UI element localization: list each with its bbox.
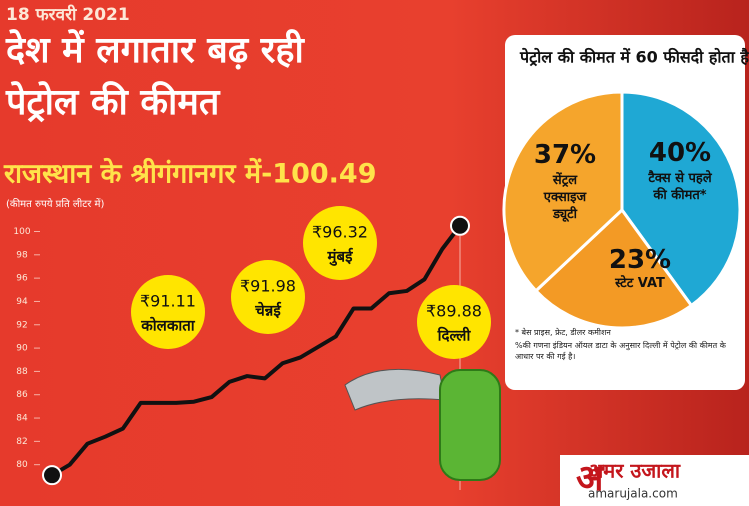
y-tick-label: 80 <box>16 460 28 470</box>
slice-value-label: 37% <box>533 140 597 170</box>
headline: देश में लगातार बढ़ रही <box>5 29 305 71</box>
y-tick-label: 90 <box>16 344 28 354</box>
brand-name: अमर उजाला <box>588 459 681 483</box>
callout-price: ₹91.98 <box>240 277 296 296</box>
y-tick-label: 98 <box>16 250 28 260</box>
slice-label: सेंट्रल एक्साइज ड्यूटी <box>543 173 587 222</box>
pie-slice <box>502 90 624 293</box>
callout-bubble <box>231 260 305 334</box>
unit-note: (कीमत रुपये प्रति लीटर में) <box>6 198 104 210</box>
callout-bubble <box>417 285 491 359</box>
y-tick-label: 88 <box>16 367 28 377</box>
price-line <box>50 224 462 477</box>
note: %की गणना इंडियन ऑयल डाटा के अनुसार दिल्ल… <box>515 341 726 361</box>
y-tick-label: 86 <box>16 390 28 400</box>
callout-bubble <box>303 206 377 280</box>
date: 18 फरवरी 2021 <box>6 4 130 25</box>
y-tick-label: 96 <box>16 274 28 284</box>
end-point <box>450 215 470 236</box>
pie-slice <box>533 207 694 330</box>
y-tick-label: 82 <box>16 437 27 447</box>
slice-label: टैक्स से पहले की कीमत* <box>648 171 712 203</box>
brand-box <box>560 455 749 506</box>
pump <box>439 369 501 481</box>
y-tick-label: 92 <box>16 320 27 330</box>
callout-city: मुंबई <box>327 248 354 267</box>
headline: पेट्रोल की कीमत <box>5 81 221 123</box>
brand-site: amarujala.com <box>588 487 678 501</box>
callout-city: कोलकाता <box>140 317 196 335</box>
callout-city: दिल्ली <box>437 327 472 345</box>
note: * बेस प्राइस, फ्रेट, डीलर कमीशन <box>515 328 611 337</box>
pie-slice <box>620 90 742 308</box>
slice-value-label: 23% <box>608 245 672 275</box>
highlight: राजस्थान के श्रीगंगानगर में-100.49 <box>3 158 376 190</box>
y-tick-label: 94 <box>16 297 28 307</box>
callout-price: ₹91.11 <box>140 292 196 311</box>
callout-price: ₹89.88 <box>426 302 482 321</box>
callout-price: ₹96.32 <box>312 223 368 242</box>
slice-label: स्टेट VAT <box>615 276 665 291</box>
y-tick-label: 84 <box>16 414 28 424</box>
brand-logo: अ <box>576 458 605 499</box>
pie-title: पेट्रोल की कीमत में 60 फीसदी होता है टैक… <box>519 48 749 67</box>
slice-value-label: 40% <box>648 138 712 168</box>
callout-bubble <box>131 275 205 349</box>
y-tick-label: 100 <box>13 227 30 237</box>
end-point <box>42 465 62 486</box>
nozzle <box>344 368 446 411</box>
callout-city: चेन्नई <box>254 302 281 320</box>
